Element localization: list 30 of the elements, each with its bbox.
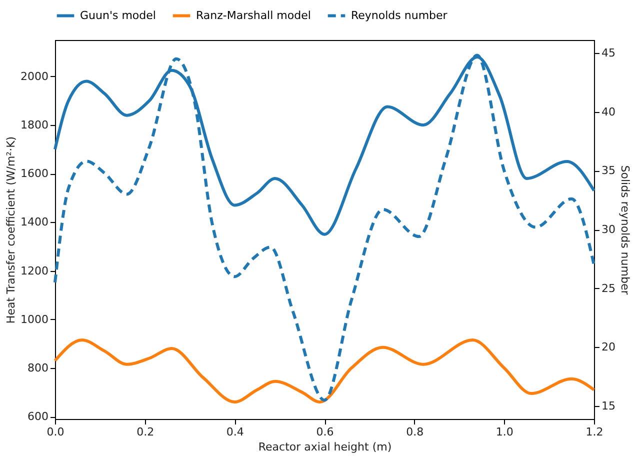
line-series <box>54 338 596 404</box>
y-tick-label: 1600 <box>20 167 48 180</box>
y2-axis-title: Solids reynolds number <box>618 165 632 296</box>
y-tick-label: 2000 <box>20 70 48 83</box>
y-tick-label: 1000 <box>20 312 48 326</box>
y-tick-label: 1800 <box>20 118 48 132</box>
y2-tick-label: 15 <box>602 400 616 413</box>
y2-tick-label: 35 <box>602 164 616 178</box>
legend-label: Guun's model <box>80 8 156 22</box>
y2-tick-label: 40 <box>602 105 616 118</box>
y2-tick-label: 25 <box>602 282 616 295</box>
x-axis-title: Reactor axial height (m) <box>258 440 392 454</box>
y-tick-label: 800 <box>28 361 48 374</box>
legend-label: Ranz-Marshall model <box>196 8 311 22</box>
x-tick-label: 1.0 <box>496 426 514 438</box>
x-tick-label: 0.0 <box>46 426 64 438</box>
legend-label: Reynolds number <box>351 8 448 22</box>
line-series <box>54 54 596 402</box>
x-tick-label: 0.6 <box>316 426 334 438</box>
x-tick-label: 0.4 <box>226 426 244 438</box>
y-tick-label: 1400 <box>20 216 48 229</box>
y-tick-label: 600 <box>28 410 48 424</box>
y2-tick-label: 20 <box>602 340 616 354</box>
y2-tick-label: 30 <box>602 223 616 236</box>
y-axis-title: Heat Transfer coefficient (W/m²·K) <box>4 136 18 324</box>
x-tick-label: 0.2 <box>136 426 154 438</box>
x-tick-label: 0.8 <box>406 426 424 438</box>
y2-tick-label: 45 <box>602 46 616 60</box>
x-tick-label: 1.2 <box>586 426 604 438</box>
y-tick-label: 1200 <box>20 264 48 278</box>
